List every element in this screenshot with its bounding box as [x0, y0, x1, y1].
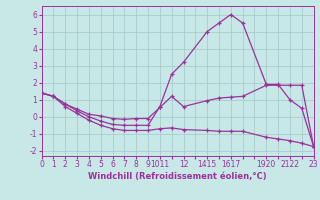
X-axis label: Windchill (Refroidissement éolien,°C): Windchill (Refroidissement éolien,°C) — [88, 172, 267, 181]
